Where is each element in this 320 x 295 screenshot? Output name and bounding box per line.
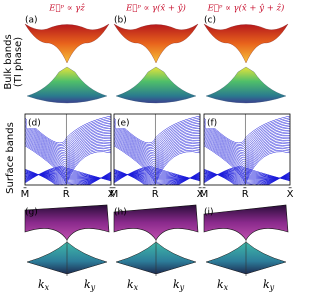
label-bg	[206, 117, 222, 128]
k-base: k	[127, 278, 134, 291]
x-tick-label: M̄	[21, 187, 30, 200]
band-line	[114, 168, 200, 185]
panel-label: (e)	[117, 119, 130, 129]
panel-label: (h)	[114, 208, 127, 218]
plot-frame	[203, 113, 291, 186]
label-bg	[116, 117, 132, 128]
row-label: Bulk bands	[3, 34, 14, 89]
panel-label: (f)	[207, 119, 217, 129]
k-axis-label: ky	[84, 278, 96, 292]
k-base: k	[84, 278, 91, 291]
upper-band-surface	[203, 23, 289, 64]
upper-band-surface	[24, 23, 110, 64]
panel-label: (b)	[114, 16, 127, 26]
upper-surface	[113, 204, 199, 241]
k-sub: y	[179, 283, 185, 292]
column-header: E⃗ᵖ ∝ γ(x̂ + ŷ)	[125, 3, 186, 14]
panel-label: (i)	[204, 208, 214, 218]
band-line	[25, 168, 111, 185]
plot-frame	[113, 113, 201, 186]
column-header: E⃗ᵖ ∝ γẑ	[48, 3, 85, 14]
k-sub: x	[224, 283, 229, 292]
panel-label: (a)	[25, 16, 38, 26]
x-tick-label: M̄	[200, 187, 209, 200]
k-sub: y	[269, 283, 275, 292]
upper-band-surface	[113, 23, 199, 64]
figure: Bulk bands (TI phase) Surface bands E⃗ᵖ …	[3, 3, 294, 293]
band-line	[204, 168, 290, 185]
x-tick-label: R̄	[152, 187, 159, 200]
k-axis-label: kx	[217, 278, 229, 292]
upper-surface	[24, 204, 110, 241]
panel-label: (c)	[204, 16, 216, 26]
lower-band-surface	[115, 66, 197, 104]
lower-band-surface	[26, 66, 108, 104]
label-bg	[27, 117, 43, 128]
k-sub: x	[45, 283, 50, 292]
row-label: Surface bands	[5, 122, 16, 194]
k-base: k	[217, 278, 224, 291]
column-header: E⃗ᵖ ∝ γ(x̂ + ŷ + ẑ)	[207, 3, 285, 14]
upper-surface	[203, 204, 289, 241]
k-axis-label: kx	[127, 278, 139, 292]
k-axis-label: ky	[173, 278, 185, 292]
k-axis-label: ky	[263, 278, 275, 292]
k-sub: y	[90, 283, 96, 292]
band-line	[25, 140, 111, 176]
k-axis-label: kx	[38, 278, 50, 292]
k-base: k	[263, 278, 270, 291]
k-base: k	[38, 278, 45, 291]
k-base: k	[173, 278, 180, 291]
k-sub: x	[134, 283, 139, 292]
lower-band-surface	[205, 66, 287, 104]
band-line	[204, 140, 290, 176]
row-label: (TI phase)	[13, 37, 24, 87]
x-tick-label: R̄	[63, 187, 70, 200]
band-line	[114, 140, 200, 176]
x-tick-label: X̄	[287, 187, 294, 200]
panel-label: (d)	[28, 119, 41, 129]
x-tick-label: X̄	[108, 187, 115, 200]
panel-label: (g)	[25, 208, 38, 218]
x-tick-label: M̄	[110, 187, 119, 200]
x-tick-label: R̄	[242, 187, 249, 200]
plot-frame	[24, 113, 112, 186]
x-tick-label: X̄	[197, 187, 204, 200]
